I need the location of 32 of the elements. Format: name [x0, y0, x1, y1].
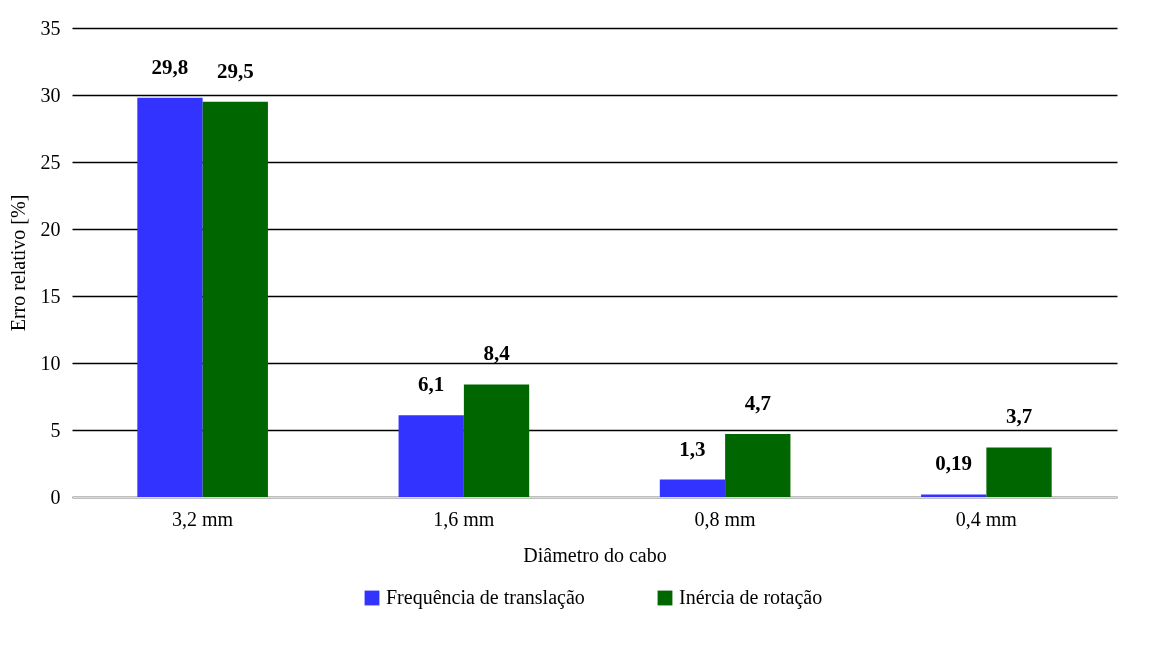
bar [463, 384, 530, 497]
bar [659, 479, 726, 497]
x-tick-label: 0,8 mm [694, 507, 757, 530]
data-label: 4,7 [744, 391, 771, 416]
legend-label: Inércia de rotação [679, 586, 823, 609]
bar [202, 101, 268, 497]
bar [398, 415, 464, 497]
y-tick-label: 10 [40, 351, 61, 374]
data-label: 3,7 [1005, 404, 1033, 429]
bar [137, 97, 203, 497]
x-tick-label: 3,2 mm [172, 507, 234, 530]
data-label: 0,19 [935, 451, 973, 476]
data-label: 1,3 [679, 436, 706, 461]
x-tick-label: 0,4 mm [955, 507, 1018, 530]
data-label: 8,4 [483, 341, 511, 366]
legend-label: Frequência de translação [386, 586, 585, 609]
data-label: 6,1 [418, 372, 445, 397]
x-axis-title: Diâmetro do cabo [523, 543, 667, 566]
x-tick-label: 1,6 mm [433, 507, 495, 530]
y-tick-label: 35 [40, 16, 61, 39]
bar [921, 494, 987, 497]
data-label: 29,8 [151, 54, 189, 79]
y-tick-label: 20 [40, 217, 61, 240]
bar [725, 434, 791, 497]
y-tick-label: 5 [50, 418, 61, 441]
y-tick-label: 0 [50, 485, 61, 508]
bar [986, 447, 1052, 497]
y-tick-label: 30 [40, 83, 61, 106]
y-axis-title: Erro relativo [%] [6, 194, 29, 332]
y-tick-label: 25 [40, 150, 61, 173]
data-label: 29,5 [216, 58, 254, 83]
y-tick-label: 15 [40, 284, 61, 307]
